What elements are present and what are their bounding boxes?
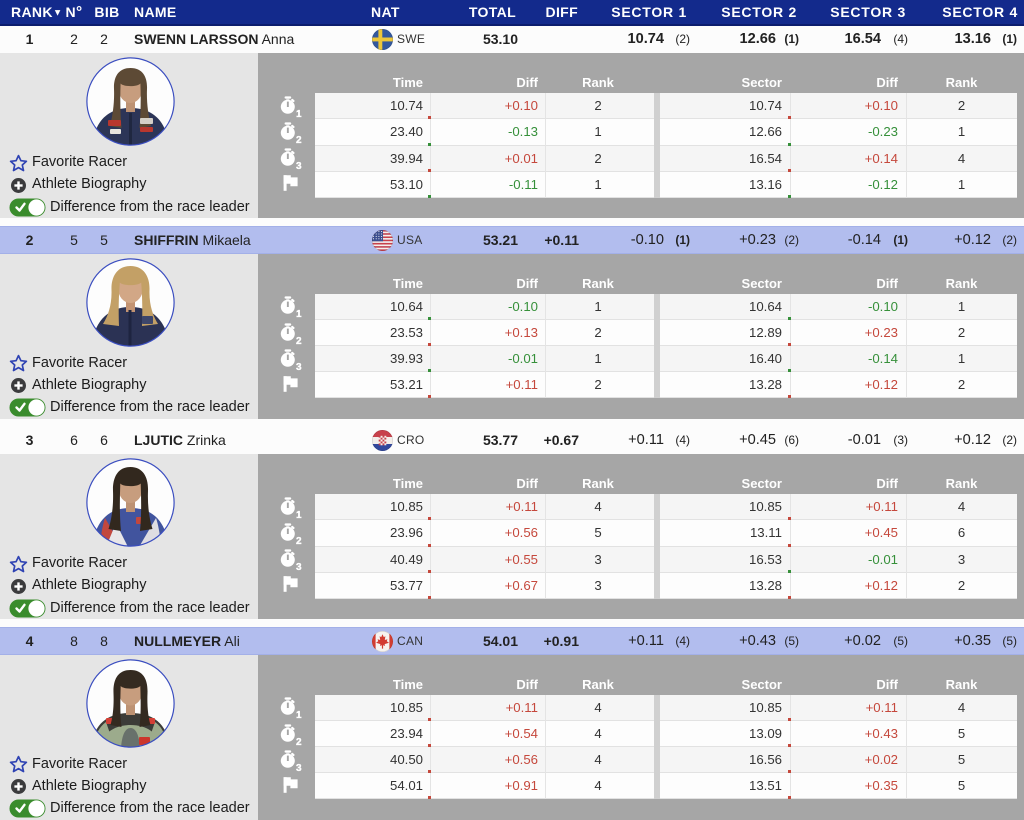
svg-text:1: 1 (296, 109, 302, 118)
svg-text:2: 2 (296, 335, 302, 344)
svg-text:3: 3 (296, 562, 302, 571)
svg-text:2: 2 (296, 536, 302, 545)
svg-text:2: 2 (296, 135, 302, 144)
svg-text:1: 1 (296, 510, 302, 519)
svg-text:1: 1 (296, 309, 302, 318)
svg-text:3: 3 (296, 362, 302, 371)
svg-text:3: 3 (296, 763, 302, 772)
svg-text:2: 2 (296, 736, 302, 745)
svg-text:1: 1 (296, 710, 302, 719)
svg-text:3: 3 (296, 161, 302, 170)
